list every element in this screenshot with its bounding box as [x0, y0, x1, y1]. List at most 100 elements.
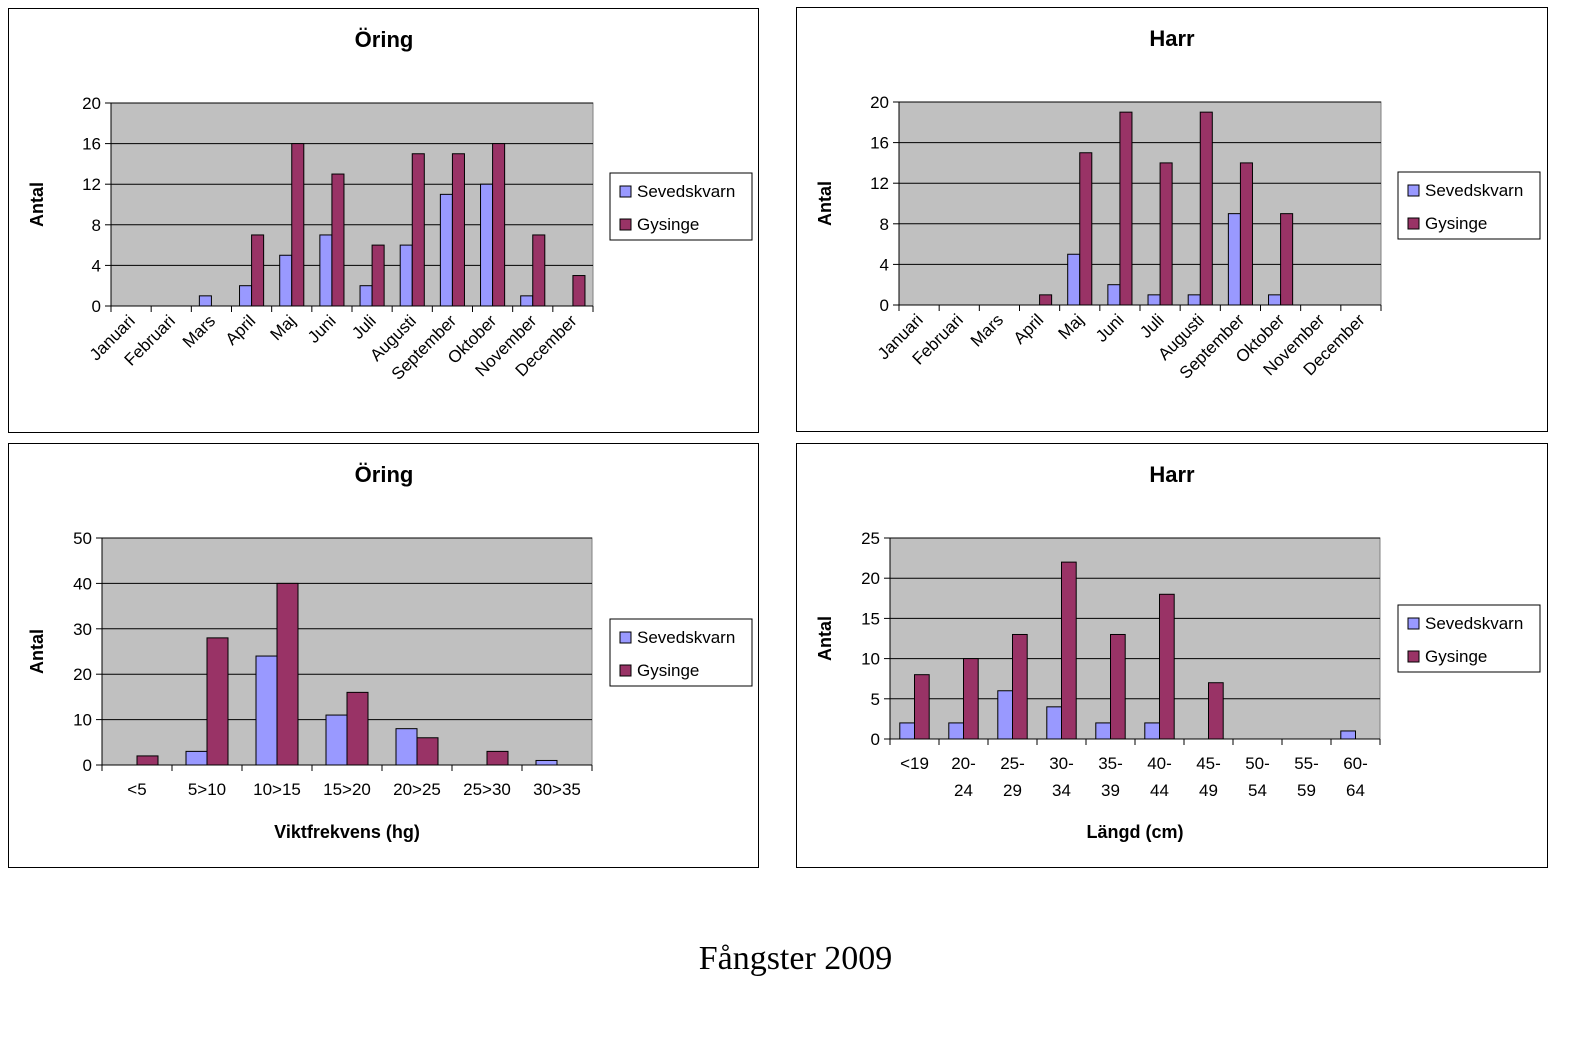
x-axis-label: Längd (cm) — [1087, 822, 1184, 842]
bar-gysinge-6 — [1159, 162, 1173, 306]
legend-label-gysinge: Gysinge — [637, 215, 699, 234]
bar-gysinge-4 — [291, 143, 305, 307]
bar-sevedskvarn-9 — [1268, 294, 1282, 306]
legend-swatch-sevedskvarn — [1407, 617, 1420, 630]
plot-area — [110, 102, 594, 307]
y-tick-label: 0 — [871, 730, 880, 749]
chart-oring-weight: Öring 0 10 20 30 40 50 <5 5>10 10>15 15>20 20>25 25>… — [27, 462, 753, 842]
y-tick-label: 12 — [82, 175, 101, 194]
bar-gysinge-6 — [1208, 682, 1224, 740]
bar-gysinge-9 — [1280, 213, 1294, 306]
y-tick-label: 8 — [880, 215, 889, 234]
chart-panel-oring-month: Öring 0 4 8 12 16 20 Januari Februari Mars April Ma… — [8, 8, 759, 433]
y-tick-label: 12 — [870, 174, 889, 193]
x-tick-label: 10>15 — [253, 780, 301, 799]
bar-sevedskvarn-5 — [1144, 722, 1160, 740]
x-tick-label: 20>25 — [393, 780, 441, 799]
y-tick-label: 20 — [870, 93, 889, 112]
x-tick-label: 30-34 — [1049, 754, 1074, 800]
legend-label-gysinge: Gysinge — [1425, 647, 1487, 666]
chart-panel-harr-month: Harr 0 4 8 12 16 20 Januari Februari Mars April Maj… — [796, 7, 1548, 432]
y-tick-label: 8 — [92, 216, 101, 235]
bar-gysinge-5 — [486, 750, 509, 766]
bar-sevedskvarn-5 — [319, 234, 333, 307]
bar-gysinge-3 — [1061, 561, 1077, 740]
x-tick-label: Maj — [1055, 310, 1088, 343]
x-tick-label: Mars — [179, 311, 219, 351]
bar-gysinge-1 — [206, 637, 229, 766]
bar-sevedskvarn-7 — [399, 244, 413, 307]
legend-label-gysinge: Gysinge — [1425, 214, 1487, 233]
y-tick-label: 25 — [861, 529, 880, 548]
y-axis-label: Antal — [815, 616, 835, 661]
bar-sevedskvarn-5 — [1107, 284, 1121, 306]
legend-label-gysinge: Gysinge — [637, 661, 699, 680]
bar-sevedskvarn-3 — [325, 714, 348, 766]
bar-gysinge-3 — [346, 691, 369, 766]
bar-sevedskvarn-8 — [1227, 213, 1241, 306]
x-tick-label: <5 — [127, 780, 146, 799]
bar-sevedskvarn-6 — [535, 759, 558, 766]
bar-gysinge-3 — [1039, 294, 1053, 306]
bar-sevedskvarn-2 — [255, 655, 278, 766]
bar-gysinge-10 — [532, 234, 546, 307]
bar-sevedskvarn-4 — [1095, 722, 1111, 740]
bar-gysinge-0 — [914, 674, 930, 740]
y-tick-label: 30 — [73, 620, 92, 639]
y-axis-label: Antal — [27, 182, 47, 227]
chart-title: Öring — [355, 462, 414, 487]
x-tick-label: 25-29 — [1000, 754, 1025, 800]
x-tick-label: <19 — [900, 754, 929, 773]
legend-swatch-sevedskvarn — [619, 631, 632, 644]
x-tick-label: Juli — [1136, 310, 1167, 341]
y-tick-label: 0 — [92, 297, 101, 316]
y-tick-label: 20 — [82, 94, 101, 113]
bar-gysinge-5 — [1119, 111, 1133, 306]
y-tick-label: 10 — [73, 711, 92, 730]
bar-gysinge-4 — [1110, 633, 1126, 740]
bar-gysinge-4 — [416, 737, 439, 766]
chart-title: Harr — [1149, 26, 1195, 51]
legend-swatch-sevedskvarn — [1407, 184, 1420, 197]
x-tick-label: April — [222, 311, 259, 348]
bar-sevedskvarn-8 — [439, 193, 453, 307]
x-tick-label: 40-44 — [1147, 754, 1172, 800]
chart-panel-oring-weight: Öring 0 10 20 30 40 50 <5 5>10 10>15 15>20 20>25 25>… — [8, 443, 759, 868]
y-tick-label: 15 — [861, 609, 880, 628]
bar-sevedskvarn-9 — [1340, 730, 1356, 740]
y-axis-label: Antal — [27, 629, 47, 674]
x-tick-label: 35-39 — [1098, 754, 1123, 800]
x-tick-label: Mars — [967, 310, 1007, 350]
bar-gysinge-3 — [251, 234, 265, 307]
x-tick-label: 45-49 — [1196, 754, 1221, 800]
x-tick-label: Maj — [267, 311, 300, 344]
x-tick-label: 25>30 — [463, 780, 511, 799]
y-tick-label: 50 — [73, 529, 92, 548]
chart-title: Öring — [355, 27, 414, 52]
y-tick-label: 0 — [83, 756, 92, 775]
bar-gysinge-2 — [1012, 633, 1028, 740]
y-tick-label: 0 — [880, 296, 889, 315]
bar-sevedskvarn-4 — [1067, 253, 1081, 306]
bar-gysinge-9 — [492, 143, 506, 307]
x-tick-label: 5>10 — [188, 780, 226, 799]
legend-box — [609, 618, 753, 687]
bar-gysinge-6 — [371, 244, 385, 307]
chart-title: Harr — [1149, 462, 1195, 487]
plot-area — [898, 101, 1382, 306]
bar-gysinge-8 — [451, 153, 465, 307]
y-tick-label: 10 — [861, 650, 880, 669]
x-tick-label: Juli — [348, 311, 379, 342]
bar-sevedskvarn-9 — [480, 183, 494, 307]
legend-box — [609, 172, 753, 241]
bar-gysinge-11 — [572, 275, 586, 307]
legend-label-sevedskvarn: Sevedskvarn — [1425, 614, 1523, 633]
y-tick-label: 20 — [861, 569, 880, 588]
bar-gysinge-5 — [331, 173, 345, 307]
y-tick-label: 4 — [880, 255, 889, 274]
y-axis-label: Antal — [815, 181, 835, 226]
legend-swatch-sevedskvarn — [619, 185, 632, 198]
legend-swatch-gysinge — [1407, 217, 1420, 230]
